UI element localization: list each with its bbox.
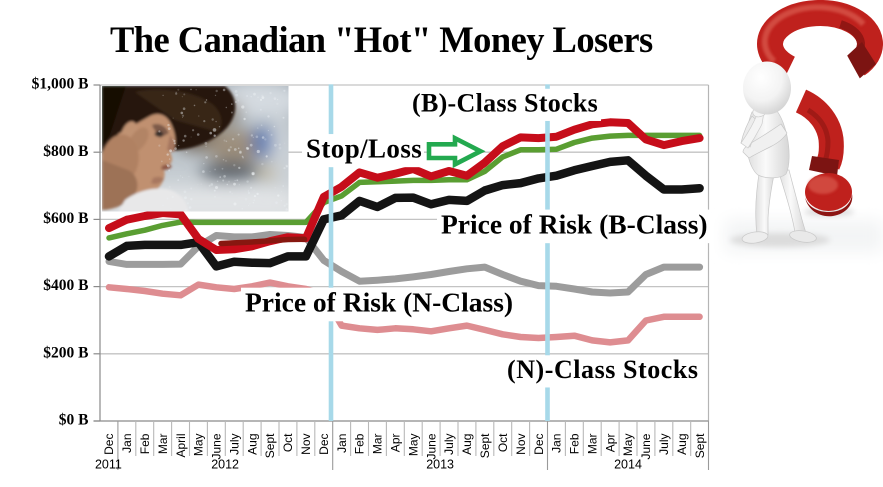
svg-text:May: May (192, 434, 206, 457)
svg-text:Oct: Oct (281, 433, 295, 452)
svg-text:$200 B: $200 B (43, 344, 88, 361)
svg-text:(N)-Class Stocks: (N)-Class Stocks (507, 355, 699, 384)
svg-text:Feb: Feb (138, 433, 152, 454)
svg-text:2013: 2013 (426, 458, 454, 472)
svg-text:Dec: Dec (102, 434, 116, 455)
svg-text:June: June (639, 433, 653, 459)
svg-text:Aug: Aug (245, 434, 259, 455)
svg-text:Oct: Oct (496, 433, 510, 452)
svg-text:May: May (406, 434, 420, 457)
svg-text:Nov: Nov (299, 434, 313, 455)
svg-text:The Canadian "Hot" Money Loser: The Canadian "Hot" Money Losers (110, 19, 653, 60)
svg-text:Feb: Feb (568, 433, 582, 454)
svg-text:$800 B: $800 B (43, 143, 88, 160)
svg-text:$600 B: $600 B (43, 210, 88, 227)
svg-text:May: May (621, 434, 635, 457)
svg-text:Mar: Mar (371, 434, 385, 455)
svg-text:2014: 2014 (614, 458, 642, 472)
svg-text:Feb: Feb (353, 433, 367, 454)
svg-text:Aug: Aug (460, 434, 474, 455)
svg-text:Price of Risk (B-Class): Price of Risk (B-Class) (441, 208, 708, 239)
svg-text:Jan: Jan (550, 434, 564, 453)
svg-text:2011: 2011 (95, 458, 122, 472)
svg-text:2012: 2012 (211, 458, 239, 472)
svg-text:Mar: Mar (156, 434, 170, 455)
svg-text:Sept: Sept (263, 433, 277, 458)
svg-text:Mar: Mar (586, 434, 600, 455)
svg-text:Dec: Dec (532, 434, 546, 455)
svg-text:Jan: Jan (335, 434, 349, 453)
svg-text:July: July (442, 434, 456, 455)
svg-text:Sept: Sept (693, 433, 707, 458)
svg-text:Apr: Apr (603, 434, 617, 453)
svg-text:Apr: Apr (389, 434, 403, 453)
svg-text:Jan: Jan (120, 434, 134, 453)
svg-text:Stop/Loss: Stop/Loss (306, 134, 422, 164)
svg-text:(B)-Class Stocks: (B)-Class Stocks (412, 89, 598, 118)
svg-text:June: June (210, 433, 224, 459)
svg-text:Aug: Aug (675, 434, 689, 455)
svg-text:July: July (227, 434, 241, 455)
svg-text:April: April (174, 434, 188, 458)
svg-text:$0 B: $0 B (59, 412, 89, 429)
svg-text:$1,000 B: $1,000 B (32, 76, 89, 93)
svg-text:June: June (424, 433, 438, 459)
svg-text:Nov: Nov (514, 434, 528, 455)
svg-text:Price of Risk (N-Class): Price of Risk (N-Class) (245, 287, 513, 318)
svg-text:$400 B: $400 B (43, 277, 88, 294)
svg-text:Sept: Sept (478, 433, 492, 458)
svg-text:Dec: Dec (317, 434, 331, 455)
svg-text:July: July (657, 434, 671, 455)
